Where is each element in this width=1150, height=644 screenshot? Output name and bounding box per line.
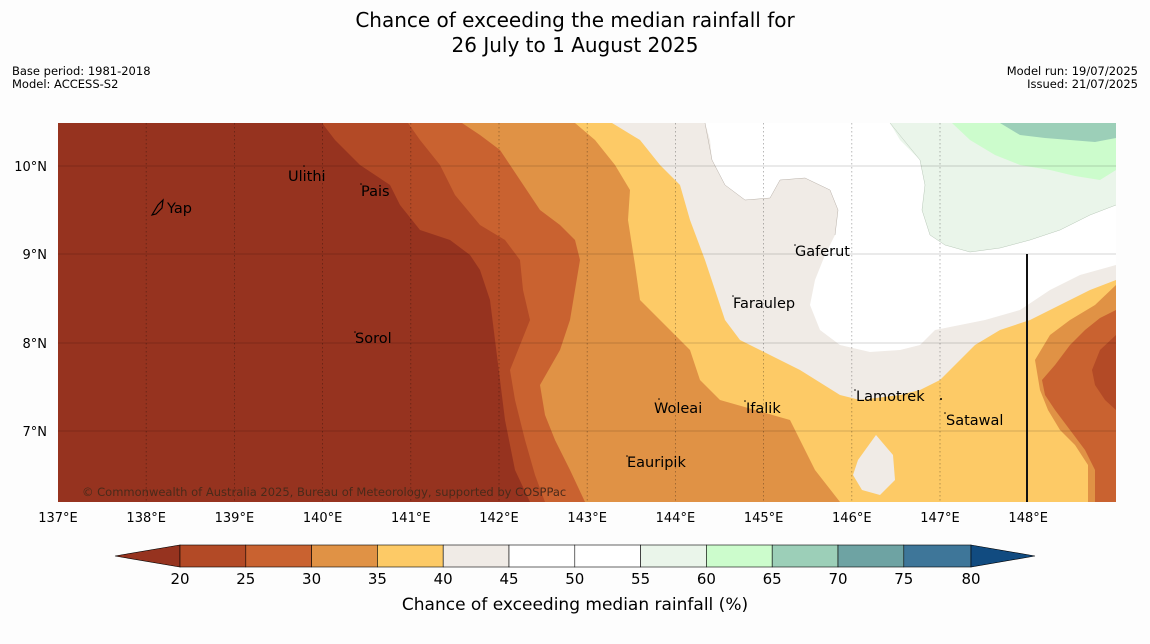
- lat-tick: 10°N: [14, 160, 47, 175]
- issued-text: Issued: 21/07/2025: [1027, 77, 1138, 91]
- colorbar-tick: 60: [697, 570, 716, 588]
- gaferut-dot: [794, 244, 796, 246]
- contour-line: [889, 123, 1116, 253]
- title-line-1: Chance of exceeding the median rainfall …: [355, 8, 795, 32]
- place-label-woleai: Woleai: [654, 401, 702, 417]
- colorbar-label: Chance of exceeding median rainfall (%): [402, 595, 748, 615]
- graticule-lat: [58, 165, 1116, 432]
- colorbar-swatch: [245, 544, 312, 568]
- woleai-dot: [658, 398, 660, 400]
- place-label-ulithi: Ulithi: [288, 169, 326, 185]
- model-run-text: Model run: 19/07/2025: [1006, 64, 1138, 78]
- lat-tick: 8°N: [23, 337, 48, 352]
- place-label-lamotrek: Lamotrek: [856, 389, 925, 405]
- colorbar-tick: 65: [763, 570, 782, 588]
- colorbar: [114, 544, 1036, 568]
- band-20-25-east: [1092, 335, 1116, 410]
- ifalik-dot: [744, 400, 746, 402]
- contour-line: [704, 123, 839, 236]
- lon-tick: 147°E: [920, 511, 960, 526]
- lat-tick-labels: 10°N 9°N 8°N 7°N: [14, 160, 47, 440]
- lon-tick: 138°E: [126, 511, 166, 526]
- lon-tick: 141°E: [391, 511, 431, 526]
- colorbar-tick: 25: [236, 570, 255, 588]
- base-period-text: Base period: 1981-2018: [12, 64, 151, 78]
- place-labels: Yap Ulithi Pais Sorol Gaferut Faraulep W…: [166, 169, 1003, 471]
- title-line-2: 26 July to 1 August 2025: [451, 33, 699, 57]
- colorbar-swatch: [442, 544, 510, 568]
- graticule: [145, 123, 941, 502]
- colorbar-ticks: 20 25 30 35 40 45 50 55 60 65 70 75 80: [170, 570, 980, 588]
- island-markers: [150, 165, 946, 457]
- meta-right: Model run: 19/07/2025 Issued: 21/07/2025: [1007, 65, 1138, 91]
- place-label-ifalik: Ifalik: [746, 401, 781, 417]
- band-40-45-blob: [853, 435, 895, 495]
- lon-tick: 142°E: [479, 511, 519, 526]
- lon-tick: 145°E: [744, 511, 784, 526]
- colorbar-tick: 55: [631, 570, 650, 588]
- colorbar-swatch: [706, 544, 773, 568]
- place-label-sorol: Sorol: [355, 331, 392, 347]
- eauripik-dot: [626, 455, 628, 457]
- yap-island-shape: [150, 198, 164, 216]
- faraulep-dot: [732, 295, 734, 297]
- place-label-pais: Pais: [361, 184, 390, 200]
- colorbar-tick: 80: [961, 570, 980, 588]
- lon-tick: 148°E: [1008, 511, 1048, 526]
- colorbar-swatch: [903, 544, 972, 568]
- colorbar-tick: 20: [170, 570, 189, 588]
- place-label-gaferut: Gaferut: [795, 244, 850, 260]
- sorol-dot: [354, 331, 356, 333]
- meta-left: Base period: 1981-2018 Model: ACCESS-S2: [12, 65, 151, 91]
- lamotrek-dot: [854, 389, 856, 391]
- ulithi-dot: [303, 165, 305, 167]
- model-text: Model: ACCESS-S2: [12, 77, 119, 91]
- map-panel: [58, 123, 1116, 502]
- place-label-eauripik: Eauripik: [627, 455, 686, 471]
- colorbar-swatch: [179, 544, 247, 568]
- colorbar-swatch: [640, 544, 707, 568]
- place-label-faraulep: Faraulep: [733, 296, 795, 312]
- colorbar-swatch: [771, 544, 839, 568]
- lon-tick: 143°E: [567, 511, 607, 526]
- colorbar-tick: 70: [828, 570, 847, 588]
- lon-tick: 144°E: [656, 511, 696, 526]
- colorbar-tick: 30: [302, 570, 321, 588]
- lon-tick: 140°E: [303, 511, 343, 526]
- lon-tick-labels: 137°E 138°E 139°E 140°E 141°E 142°E 143°…: [38, 511, 1048, 526]
- colorbar-tick: 35: [368, 570, 387, 588]
- colorbar-tick: 75: [894, 570, 913, 588]
- colorbar-extend-high: [970, 544, 1036, 568]
- lat-tick: 7°N: [23, 425, 48, 440]
- lon-tick: 146°E: [832, 511, 872, 526]
- lon-tick: 139°E: [215, 511, 255, 526]
- pais-dot: [360, 183, 362, 185]
- colorbar-tick: 40: [434, 570, 453, 588]
- colorbar-swatch: [574, 544, 641, 568]
- place-label-yap: Yap: [166, 201, 192, 217]
- lat-tick: 9°N: [23, 248, 48, 263]
- lon-tick: 137°E: [38, 511, 78, 526]
- place-label-satawal: Satawal: [946, 413, 1003, 429]
- colorbar-extend-low: [114, 544, 181, 568]
- colorbar-tick: 45: [499, 570, 518, 588]
- colorbar-swatch: [311, 544, 378, 568]
- copyright-text: © Commonwealth of Australia 2025, Bureau…: [82, 485, 566, 499]
- islet-dot: [940, 398, 942, 400]
- chart-title: Chance of exceeding the median rainfall …: [0, 8, 1150, 58]
- colorbar-tick: 50: [565, 570, 584, 588]
- colorbar-swatch: [837, 544, 905, 568]
- band-65-70: [1000, 123, 1116, 142]
- colorbar-swatch: [508, 544, 576, 568]
- colorbar-swatch: [377, 544, 444, 568]
- satawal-dot: [944, 412, 946, 414]
